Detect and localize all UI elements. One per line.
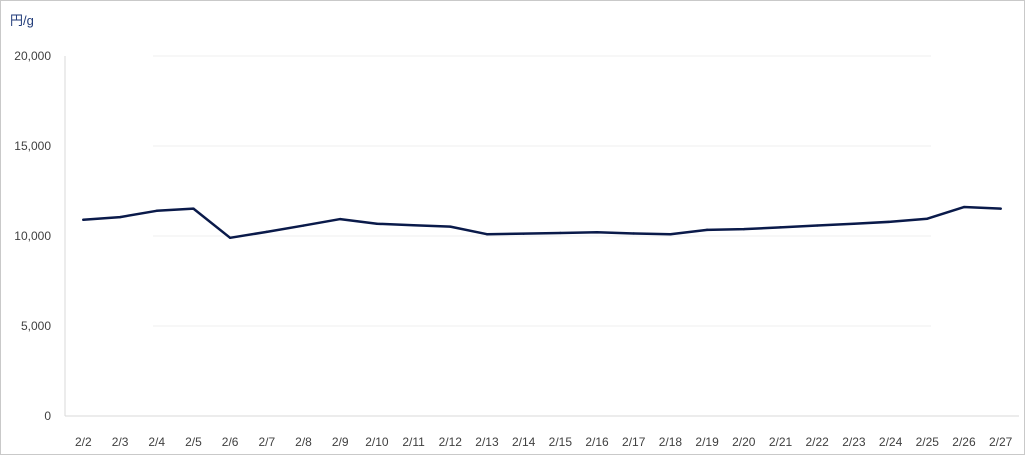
data-point (779, 226, 782, 229)
data-point (999, 207, 1002, 210)
data-point (705, 228, 709, 232)
data-point (338, 217, 342, 221)
x-tick-label: 2/14 (512, 435, 536, 449)
x-tick-label: 2/26 (952, 435, 976, 449)
data-point (412, 224, 415, 227)
data-point (118, 215, 122, 219)
data-point (485, 233, 489, 236)
data-point (852, 222, 856, 225)
x-axis: 2/2 2/3 2/4 2/5 2/6 2/7 2/8 2/9 2/10 2/11 2/12 2/13… (65, 415, 1019, 449)
data-point (742, 227, 746, 231)
y-tick-label: 0 (44, 409, 51, 423)
x-tick-label: 2/5 (185, 435, 202, 449)
x-tick-label: 2/8 (295, 435, 312, 449)
x-tick-label: 2/11 (402, 435, 425, 449)
y-tick-label: 5,000 (21, 319, 51, 333)
x-tick-label: 2/21 (769, 435, 793, 449)
x-tick-label: 2/2 (75, 435, 92, 449)
data-point (669, 233, 672, 236)
x-tick-label: 2/16 (585, 435, 609, 449)
x-tick-label: 2/9 (332, 435, 349, 449)
data-point (815, 224, 819, 227)
data-point (595, 231, 599, 234)
data-point (449, 225, 452, 228)
x-tick-label: 2/12 (439, 435, 463, 449)
data-point (889, 220, 892, 223)
x-tick-label: 2/7 (258, 435, 275, 449)
data-point (926, 217, 929, 220)
data-point (82, 218, 85, 221)
data-point (155, 209, 158, 212)
data-point (192, 207, 195, 210)
y-tick-label: 10,000 (14, 229, 51, 243)
data-point (632, 232, 635, 235)
y-axis-unit-label: 円/g (10, 13, 34, 28)
x-tick-label: 2/24 (879, 435, 903, 449)
x-tick-label: 2/15 (549, 435, 573, 449)
x-tick-label: 2/4 (148, 435, 165, 449)
y-axis: 0 5,000 10,000 15,000 20,000 (14, 49, 66, 423)
x-tick-label: 2/25 (916, 435, 940, 449)
y-tick-label: 20,000 (14, 49, 51, 63)
x-tick-label: 2/18 (659, 435, 683, 449)
x-tick-label: 2/20 (732, 435, 756, 449)
data-point (265, 230, 269, 234)
x-tick-label: 2/10 (365, 435, 389, 449)
data-point (302, 224, 305, 227)
y-tick-label: 15,000 (14, 139, 51, 153)
x-tick-label: 2/22 (806, 435, 830, 449)
data-point (962, 205, 966, 209)
gridlines (153, 55, 931, 327)
x-tick-label: 2/13 (475, 435, 499, 449)
series-line (82, 205, 1002, 240)
data-point (522, 232, 525, 235)
x-tick-label: 2/3 (112, 435, 129, 449)
data-point (375, 222, 379, 225)
series-group (82, 205, 1002, 240)
x-tick-label: 2/19 (695, 435, 719, 449)
data-point (228, 236, 232, 239)
x-tick-label: 2/27 (989, 435, 1013, 449)
x-tick-label: 2/23 (842, 435, 866, 449)
x-tick-label: 2/6 (222, 435, 239, 449)
x-tick-label: 2/17 (622, 435, 646, 449)
data-point (559, 231, 562, 235)
